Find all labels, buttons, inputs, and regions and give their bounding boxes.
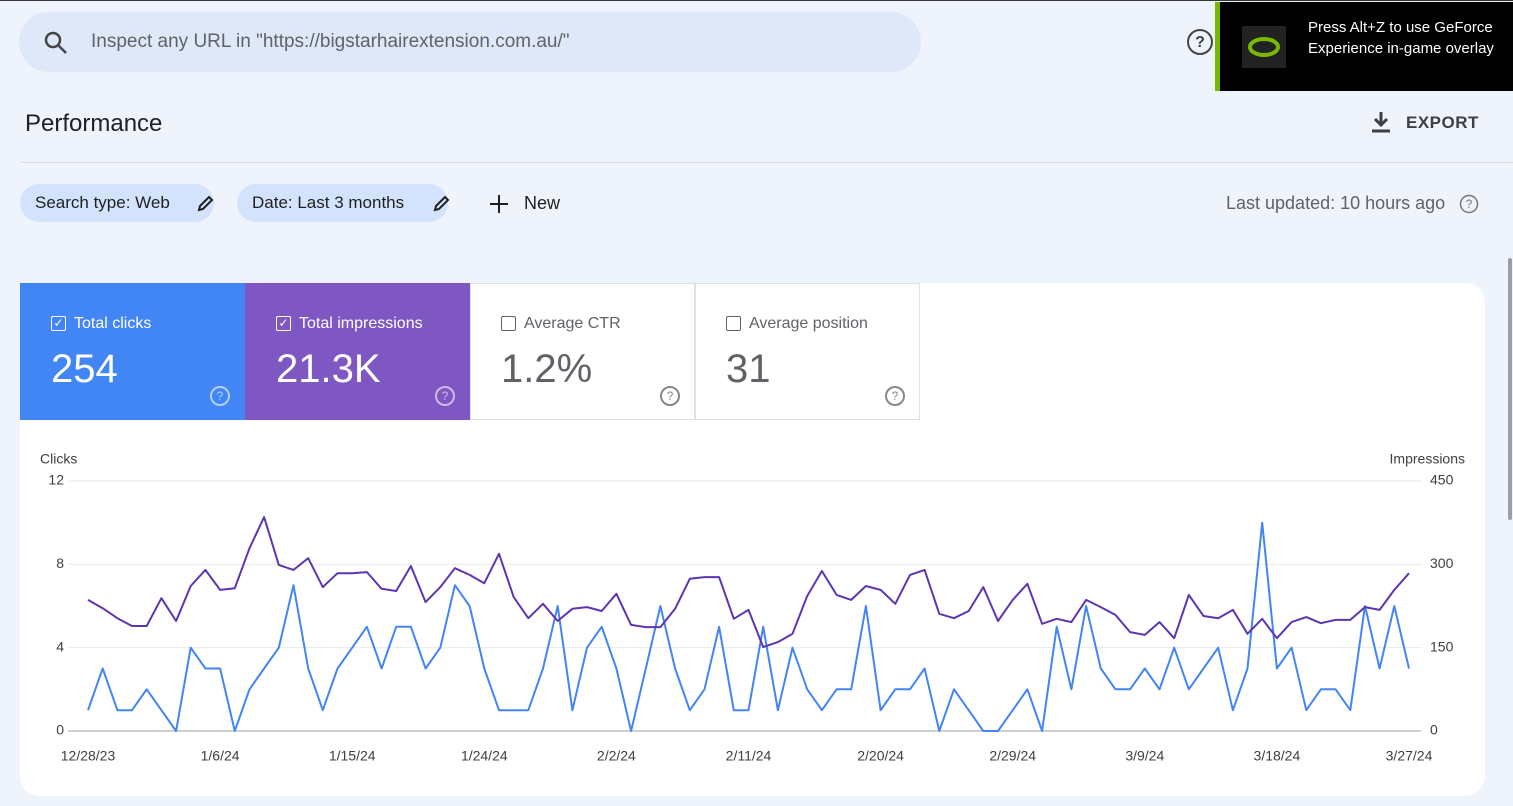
- export-button[interactable]: EXPORT: [1406, 113, 1479, 132]
- y2-axis-title: Impressions: [1390, 451, 1465, 467]
- y-axis-title: Clicks: [40, 451, 77, 467]
- x-tick-label: 2/11/24: [726, 748, 772, 764]
- x-tick-label: 1/6/24: [201, 748, 240, 764]
- filter-chip[interactable]: Search type: Web: [20, 184, 214, 222]
- svg-text:?: ?: [1195, 34, 1205, 51]
- metric-value: 254: [51, 347, 118, 391]
- y-tick-label: 4: [56, 638, 64, 654]
- chip-label: Date: Last 3 months: [252, 193, 405, 212]
- new-filter[interactable]: New: [524, 193, 561, 213]
- checkbox: [501, 316, 516, 331]
- search-icon: [44, 31, 67, 54]
- search-placeholder: Inspect any URL in "https://bigstarhaire…: [91, 31, 570, 52]
- metric-card[interactable]: Average position 31?: [695, 283, 920, 420]
- x-tick-label: 3/18/24: [1254, 748, 1301, 764]
- metric-value: 1.2%: [501, 347, 593, 391]
- x-tick-label: 2/29/24: [989, 748, 1036, 764]
- geforce-overlay: Press Alt+Z to use GeForce Experience in…: [1215, 2, 1513, 91]
- x-tick-label: 2/2/24: [597, 748, 636, 764]
- y2-tick-label: 0: [1430, 722, 1438, 738]
- y-tick-label: 8: [56, 555, 64, 571]
- series-line: [87, 516, 1410, 649]
- metric-label: Total impressions: [299, 315, 423, 332]
- metric-label: Total clicks: [74, 315, 152, 332]
- metric-label: Average position: [749, 315, 868, 332]
- search-bar[interactable]: Inspect any URL in "https://bigstarhaire…: [19, 12, 921, 72]
- y2-tick-label: 150: [1430, 638, 1454, 654]
- chip-label: Search type: Web: [35, 193, 170, 212]
- y-tick-label: 12: [48, 472, 64, 488]
- nvidia-logo: [1242, 26, 1286, 68]
- divider: [20, 162, 1513, 163]
- last-updated: Last updated: 10 hours ago: [1226, 193, 1446, 213]
- checkbox: ✓: [51, 316, 66, 331]
- x-tick-label: 1/15/24: [329, 748, 376, 764]
- metric-label: Average CTR: [524, 315, 621, 332]
- help-icon: ?: [435, 386, 455, 406]
- top-border: [0, 0, 1513, 1]
- scrollbar: [1508, 258, 1512, 520]
- metric-card[interactable]: ✓ Total clicks 254?: [20, 283, 245, 420]
- metric-value: 21.3K: [276, 347, 381, 391]
- series-line: [87, 521, 1410, 732]
- x-tick-label: 12/28/23: [61, 748, 116, 764]
- y2-tick-label: 450: [1430, 472, 1454, 488]
- x-tick-label: 2/20/24: [857, 748, 904, 764]
- metric-card[interactable]: Average CTR 1.2%?: [470, 283, 695, 420]
- svg-text:?: ?: [1466, 197, 1473, 211]
- page-title: Performance: [25, 110, 163, 137]
- help-icon[interactable]: ?: [1459, 194, 1479, 214]
- metric-value: 31: [726, 347, 771, 391]
- edit-icon: [197, 195, 214, 212]
- edit-icon: [433, 195, 450, 212]
- overlay-text: Press Alt+Z to use GeForce Experience in…: [1308, 19, 1494, 57]
- x-tick-label: 1/24/24: [461, 748, 508, 764]
- metric-card[interactable]: ✓ Total impressions 21.3K?: [245, 283, 470, 420]
- x-tick-label: 3/27/24: [1386, 748, 1433, 764]
- plus-icon: [490, 195, 508, 213]
- help-icon: ?: [660, 386, 680, 406]
- export-icon: [1372, 112, 1390, 133]
- x-tick-label: 3/9/24: [1125, 748, 1164, 764]
- checkbox: [726, 316, 741, 331]
- filter-chip[interactable]: Date: Last 3 months: [237, 184, 449, 222]
- help-icon: ?: [210, 386, 230, 406]
- checkbox: ✓: [276, 316, 291, 331]
- y-tick-label: 0: [56, 722, 64, 738]
- help-icon[interactable]: ?: [1186, 28, 1214, 56]
- help-icon: ?: [885, 386, 905, 406]
- y2-tick-label: 300: [1430, 555, 1454, 571]
